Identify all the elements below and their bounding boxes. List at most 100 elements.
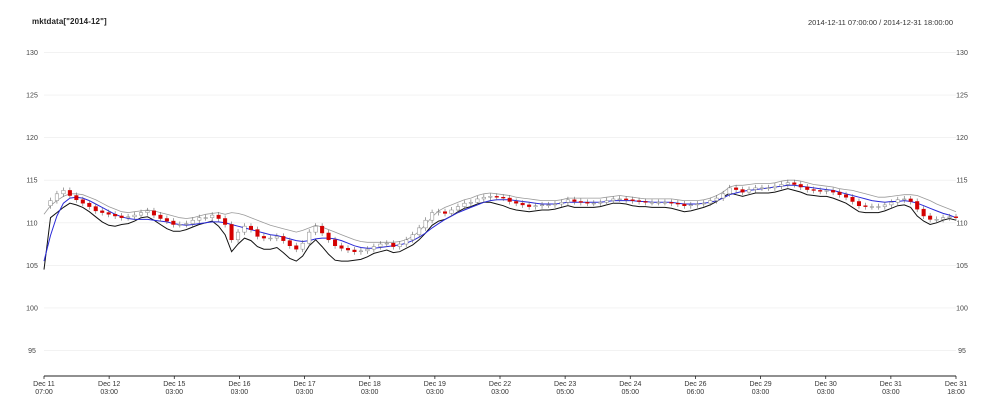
bband-middle bbox=[43, 184, 957, 262]
candle-down bbox=[850, 196, 855, 202]
y-tick-label: 105 bbox=[26, 263, 38, 270]
candle-down bbox=[928, 215, 933, 220]
x-tick-label: Dec 15 bbox=[163, 381, 185, 388]
candle-up bbox=[727, 187, 732, 195]
candle-down bbox=[333, 239, 338, 247]
candle-down bbox=[624, 198, 629, 201]
candle-up bbox=[656, 202, 661, 204]
candle-up bbox=[559, 202, 564, 205]
candle-up bbox=[378, 243, 383, 247]
y-tick-label: 115 bbox=[26, 178, 37, 185]
candle-down bbox=[248, 225, 253, 230]
y-tick-label: 130 bbox=[956, 50, 968, 57]
candle-up bbox=[701, 202, 706, 205]
candle-up bbox=[714, 197, 719, 201]
candle-up bbox=[488, 196, 493, 198]
candle-up bbox=[753, 187, 758, 190]
x-tick-label: Dec 30 bbox=[815, 381, 837, 388]
candle-up bbox=[145, 210, 150, 213]
candle-up bbox=[300, 242, 305, 250]
candle-up bbox=[268, 237, 273, 240]
x-tick-label: 03:00 bbox=[231, 389, 249, 396]
candle-down bbox=[818, 190, 823, 192]
candle-up bbox=[132, 214, 137, 218]
candle-up bbox=[242, 225, 247, 233]
candle-down bbox=[119, 215, 124, 218]
x-tick-label: Dec 31 bbox=[880, 381, 902, 388]
candle-up bbox=[649, 202, 655, 204]
candle-down bbox=[164, 218, 169, 222]
x-tick-label: Dec 24 bbox=[619, 381, 641, 388]
bband-lower bbox=[43, 188, 957, 270]
candle-up bbox=[598, 202, 603, 204]
candle-up bbox=[313, 225, 318, 233]
candle-down bbox=[527, 204, 532, 207]
candle-down bbox=[158, 214, 163, 219]
candle-down bbox=[501, 196, 506, 199]
x-tick-label: Dec 29 bbox=[749, 381, 771, 388]
candle-up bbox=[611, 198, 616, 201]
candle-down bbox=[514, 201, 519, 204]
y-tick-label: 105 bbox=[956, 263, 968, 270]
candle-down bbox=[281, 236, 286, 241]
candle-down bbox=[908, 198, 913, 202]
candle-up bbox=[882, 204, 887, 207]
candle-up bbox=[397, 243, 402, 247]
candle-up bbox=[934, 219, 939, 221]
candle-up bbox=[417, 227, 422, 235]
candle-up bbox=[197, 217, 202, 221]
candle-down bbox=[856, 201, 861, 206]
x-tick-label: Dec 19 bbox=[424, 381, 446, 388]
candle-down bbox=[287, 240, 292, 247]
candle-up bbox=[779, 184, 784, 187]
candle-up bbox=[721, 193, 726, 199]
candle-up bbox=[475, 198, 480, 203]
x-tick-label: 03:00 bbox=[752, 389, 770, 396]
candle-down bbox=[863, 205, 868, 207]
candle-up bbox=[423, 219, 428, 229]
y-tick-label: 120 bbox=[26, 135, 38, 142]
candle-down bbox=[837, 191, 842, 195]
candle-up bbox=[766, 187, 771, 189]
candle-up bbox=[410, 234, 415, 241]
candle-down bbox=[255, 229, 260, 237]
candle-down bbox=[229, 224, 234, 241]
candle-up bbox=[54, 193, 59, 201]
candle-up bbox=[358, 250, 363, 252]
candle-down bbox=[113, 214, 118, 217]
y-tick-label: 95 bbox=[958, 348, 966, 355]
candle-down bbox=[494, 196, 499, 198]
x-tick-label: Dec 26 bbox=[684, 381, 706, 388]
candle-up bbox=[430, 212, 435, 221]
candle-up bbox=[604, 200, 609, 203]
candle-down bbox=[74, 195, 79, 201]
candle-up bbox=[184, 223, 189, 225]
y-tick-label: 95 bbox=[28, 348, 36, 355]
date-range: 2014-12-11 07:00:00 / 2014-12-31 18:00:0… bbox=[808, 18, 953, 27]
bband-upper bbox=[43, 179, 957, 243]
candle-up bbox=[708, 200, 713, 204]
x-tick-label: 03:00 bbox=[817, 389, 835, 396]
candle-up bbox=[902, 198, 907, 201]
x-tick-label: Dec 11 bbox=[33, 381, 55, 388]
x-tick-label: Dec 16 bbox=[228, 381, 250, 388]
candle-down bbox=[578, 201, 583, 203]
candle-up bbox=[876, 206, 881, 208]
candle-down bbox=[643, 201, 648, 203]
x-tick-label: 05:00 bbox=[622, 389, 640, 396]
candle-down bbox=[339, 245, 344, 249]
x-tick-label: 03:00 bbox=[361, 389, 379, 396]
candle-up bbox=[436, 211, 441, 213]
candle-down bbox=[326, 232, 331, 241]
x-tick-label: 03:00 bbox=[166, 389, 184, 396]
candle-up bbox=[274, 236, 279, 239]
candle-down bbox=[87, 202, 92, 207]
candle-up bbox=[889, 202, 894, 206]
candle-down bbox=[520, 202, 525, 206]
candle-up bbox=[371, 246, 376, 250]
candle-up bbox=[591, 202, 596, 205]
candle-up bbox=[481, 196, 486, 200]
candle-up bbox=[210, 214, 215, 218]
candle-up bbox=[404, 239, 409, 245]
candle-up bbox=[190, 219, 195, 224]
